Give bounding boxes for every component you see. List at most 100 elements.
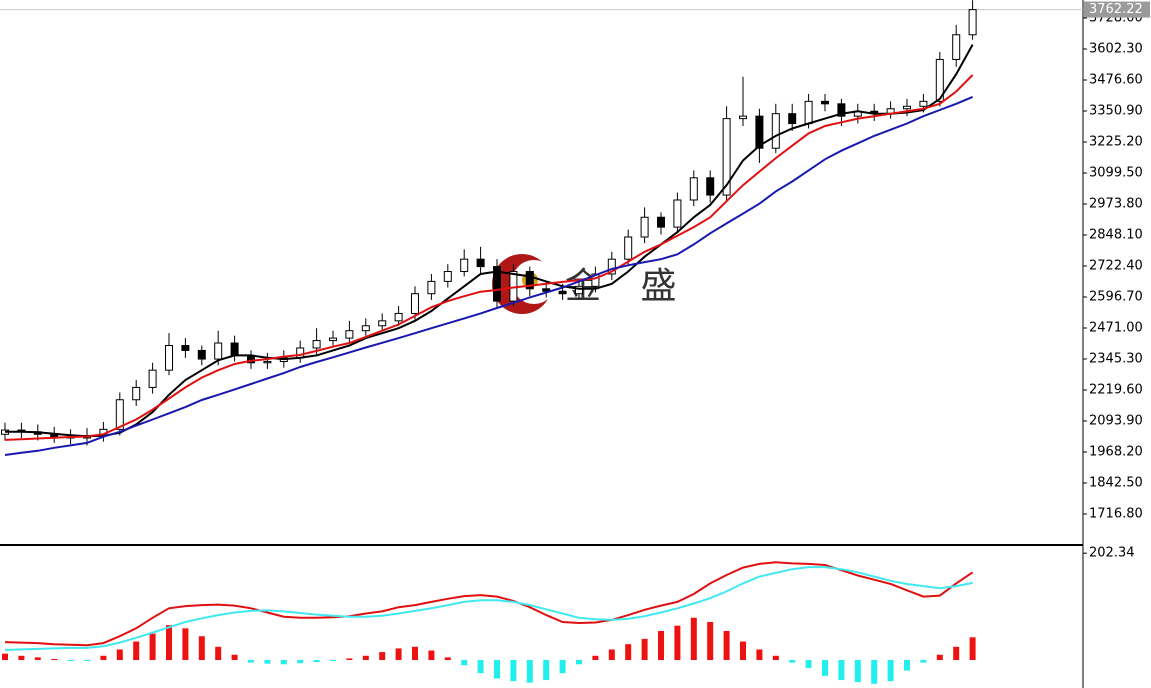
histogram-bar (461, 660, 468, 666)
candle-body (804, 100, 813, 125)
histogram-bar (953, 646, 960, 661)
histogram-bar (969, 637, 976, 661)
histogram-bar (756, 649, 763, 661)
histogram-bar (510, 660, 517, 682)
histogram-bar (379, 652, 386, 661)
candle-body (493, 266, 501, 302)
histogram-bar (313, 660, 320, 663)
histogram-bar (18, 655, 25, 661)
histogram-bar (116, 649, 123, 661)
watermark: 金 盛 (565, 266, 690, 307)
candle-body (624, 236, 633, 260)
histogram-bar (576, 660, 582, 665)
candle-body (476, 258, 485, 268)
candle-body (115, 399, 124, 430)
histogram-bar (707, 621, 714, 661)
histogram-bar (330, 660, 336, 662)
histogram-bar (723, 630, 730, 661)
y-tick-label: 1842.50 (1089, 475, 1143, 490)
candle-body (591, 273, 600, 287)
histogram-bar (231, 654, 238, 661)
histogram-bar (822, 660, 828, 676)
candle-body (542, 288, 551, 292)
histogram-bar (592, 655, 599, 661)
candle-body (788, 113, 797, 125)
histogram-bar (215, 646, 222, 661)
candle-body (755, 115, 764, 149)
histogram-bar (362, 655, 369, 661)
histogram-bar (198, 636, 205, 661)
histogram-bar (264, 660, 271, 664)
candle-body (378, 320, 387, 327)
candle-body (575, 285, 583, 295)
candle-body (460, 258, 469, 273)
candle-body (821, 100, 829, 105)
histogram-bar (412, 646, 418, 661)
candle-body (952, 34, 961, 60)
candle-body (837, 103, 846, 117)
histogram-bar (346, 658, 353, 661)
y-tick-label: 2219.60 (1089, 382, 1143, 397)
y-tick-label: 2848.10 (1089, 227, 1143, 242)
moving-average (5, 44, 974, 438)
candle-body (361, 325, 370, 332)
y-tick-label: 2973.80 (1089, 196, 1143, 211)
histogram-bar (920, 660, 927, 663)
y-tick-label: 3476.60 (1089, 72, 1143, 87)
y-tick-label: 2093.90 (1089, 413, 1143, 428)
candle-body (165, 344, 173, 371)
last-price-label: 3762.22 (1089, 2, 1143, 17)
histogram-bar (428, 650, 435, 661)
histogram-bar (805, 660, 812, 668)
histogram-bar (904, 660, 910, 671)
candle-body (443, 271, 452, 282)
y-tick-label: 3350.90 (1089, 103, 1143, 118)
candle-body (345, 330, 354, 339)
histogram-bar (608, 649, 615, 661)
last-price-box (1084, 1, 1150, 18)
y-tick-label: 3602.30 (1089, 42, 1143, 57)
candle-body (771, 113, 780, 149)
candle-body (722, 118, 731, 196)
candle-body (427, 280, 436, 295)
macd-line (4, 566, 973, 651)
y-tick-label: 1968.20 (1089, 444, 1143, 459)
histogram-bar (854, 660, 861, 683)
histogram-bar (838, 660, 845, 681)
histogram-bar (248, 660, 254, 663)
histogram-bar (166, 625, 172, 661)
histogram-bar (936, 654, 943, 661)
histogram-bar (740, 641, 746, 661)
candle-body (329, 337, 337, 342)
histogram-bar (133, 641, 140, 661)
moving-average (4, 74, 974, 441)
y-tick-label: 2471.00 (1089, 320, 1143, 335)
candle-body (312, 340, 321, 349)
histogram-bar (280, 660, 287, 665)
candle-body (919, 100, 928, 107)
y-tick-label: 3099.50 (1089, 165, 1143, 180)
candle-body (263, 361, 272, 364)
candle-body (706, 177, 715, 196)
candle-body (673, 199, 682, 228)
candle-body (903, 105, 911, 110)
histogram-bar (51, 658, 58, 661)
histogram-bar (149, 633, 156, 661)
histogram-bar (772, 655, 779, 661)
histogram-bar (526, 660, 533, 683)
histogram-bar (887, 660, 894, 682)
candle-body (197, 349, 206, 360)
candle-body (148, 369, 157, 388)
candle-body (640, 216, 649, 238)
histogram-bar (871, 660, 878, 684)
candle-body (230, 342, 239, 356)
histogram-bar (444, 657, 451, 661)
candle-body (214, 342, 223, 360)
macd-line (4, 561, 974, 647)
histogram-bar (658, 630, 664, 661)
histogram-bar (67, 660, 74, 662)
histogram-bar (182, 628, 189, 661)
